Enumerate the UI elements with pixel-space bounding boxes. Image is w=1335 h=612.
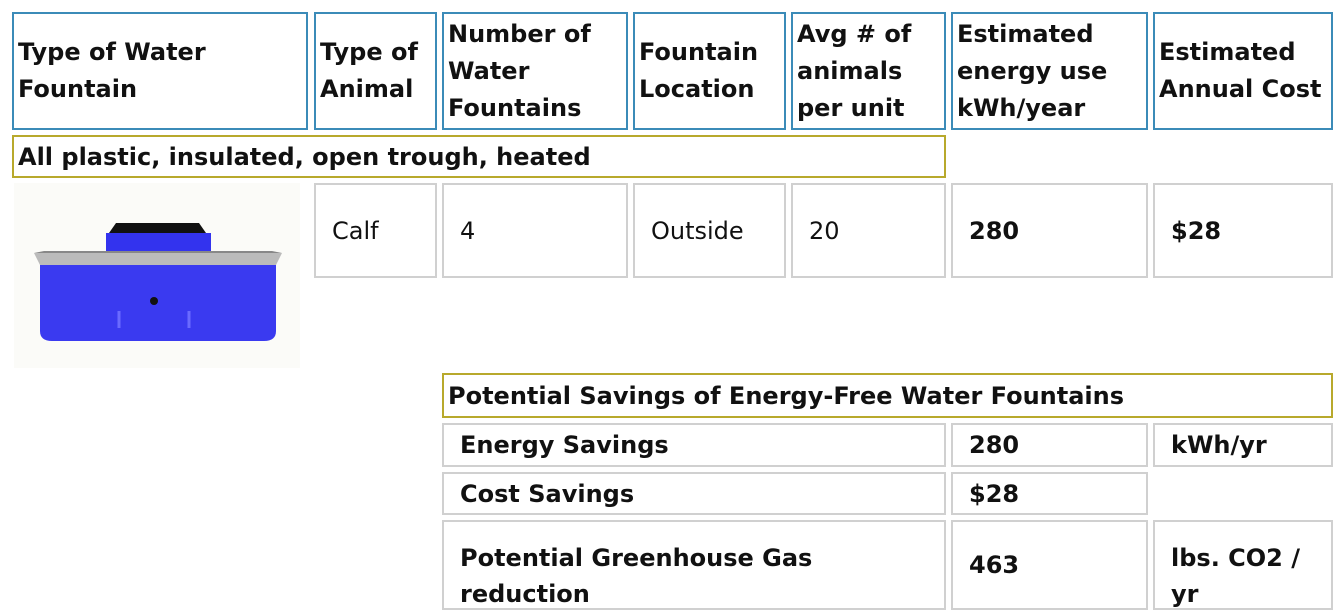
header-cell: Estimated Annual Cost — [1153, 12, 1333, 130]
section-title: All plastic, insulated, open trough, hea… — [12, 135, 946, 178]
savings-cell: $28 — [951, 472, 1148, 515]
savings-cell: kWh/yr — [1153, 423, 1333, 467]
fountain-image — [14, 183, 300, 368]
header-cell: Type of Water Fountain — [12, 12, 308, 130]
savings-cell: Potential Greenhouse Gas reduction — [442, 520, 946, 610]
savings-cell: Cost Savings — [442, 472, 946, 515]
header-cell: Avg # of animals per unit — [791, 12, 946, 130]
savings-title: Potential Savings of Energy-Free Water F… — [442, 373, 1333, 418]
data-cell: Calf — [314, 183, 437, 278]
data-cell: 4 — [442, 183, 628, 278]
data-cell: $28 — [1153, 183, 1333, 278]
header-cell: Number of Water Fountains — [442, 12, 628, 130]
page: {"header": ["Type of Water Fountain", "T… — [0, 0, 1335, 598]
data-cell: Outside — [633, 183, 786, 278]
data-cell: 280 — [951, 183, 1148, 278]
savings-cell: lbs. CO2 / yr — [1153, 520, 1333, 610]
header-cell: Type of Animal — [314, 12, 437, 130]
savings-cell: 463 — [951, 520, 1148, 610]
header-cell: Estimated energy use kWh/year — [951, 12, 1148, 130]
data-cell: 20 — [791, 183, 946, 278]
header-cell: Fountain Location — [633, 12, 786, 130]
savings-cell: 280 — [951, 423, 1148, 467]
savings-cell: Energy Savings — [442, 423, 946, 467]
